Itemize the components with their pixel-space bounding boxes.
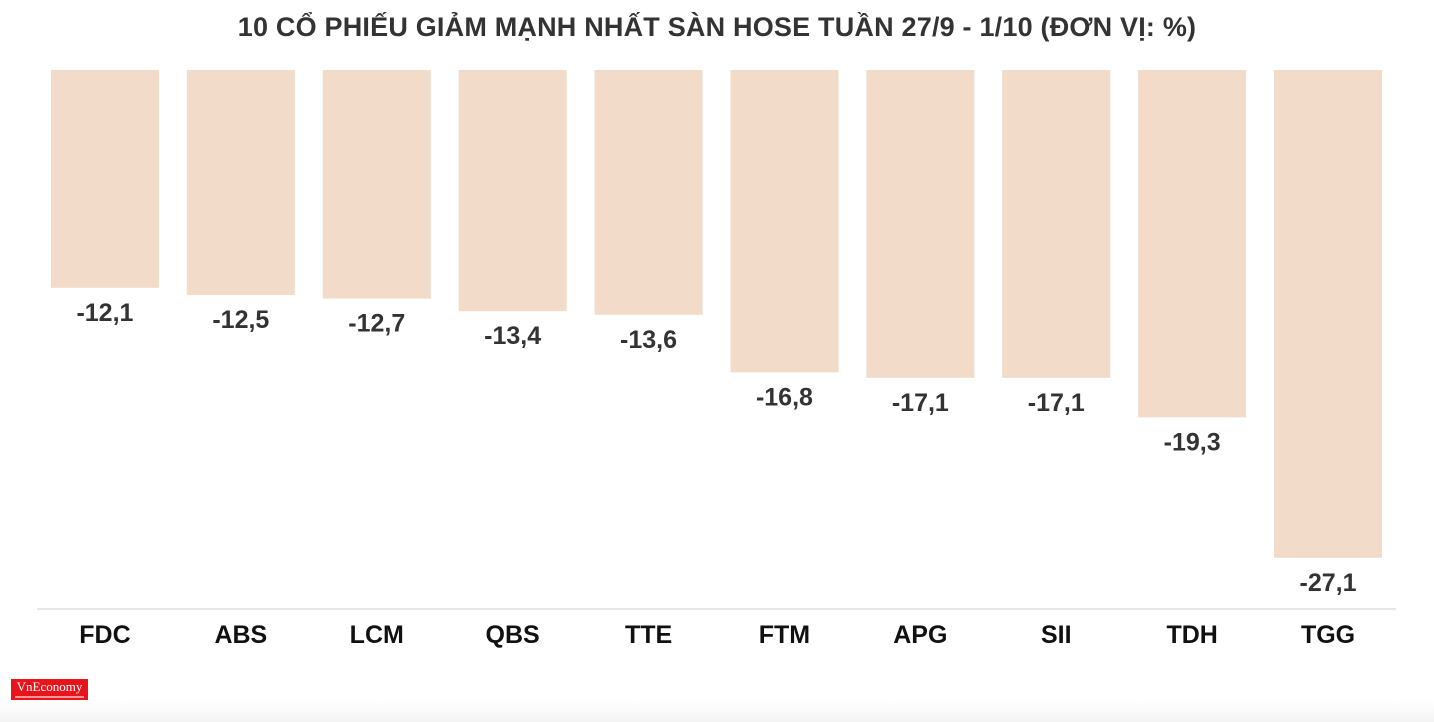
x-tick-apg: APG: [893, 621, 947, 649]
bar-fdc: [50, 70, 159, 288]
bar-ftm: [730, 70, 839, 373]
x-tick-abs: ABS: [214, 621, 267, 649]
bar-tte: [594, 70, 703, 315]
data-label-tte: -13,6: [620, 326, 677, 354]
data-label-qbs: -13,4: [484, 322, 541, 350]
data-label-ftm: -16,8: [756, 383, 813, 411]
bar-qbs: [458, 70, 567, 312]
x-tick-fdc: FDC: [79, 621, 130, 649]
x-tick-tte: TTE: [625, 621, 672, 649]
data-label-abs: -12,5: [212, 306, 269, 334]
x-tick-sii: SII: [1041, 621, 1072, 649]
logo-text: VnEconomy: [16, 679, 83, 694]
bar-lcm: [322, 70, 431, 299]
bar-abs: [186, 70, 295, 295]
x-tick-tgg: TGG: [1301, 621, 1355, 649]
footer-fade: [0, 700, 1434, 722]
x-tick-lcm: LCM: [350, 621, 404, 649]
x-tick-ftm: FTM: [759, 621, 810, 649]
bar-sii: [1002, 70, 1111, 378]
data-label-tgg: -27,1: [1300, 569, 1357, 597]
chart-title: 10 CỔ PHIẾU GIẢM MẠNH NHẤT SÀN HOSE TUẦN…: [237, 12, 1197, 42]
bar-tdh: [1138, 70, 1247, 418]
data-label-fdc: -12,1: [76, 299, 133, 327]
bar-apg: [866, 70, 975, 378]
data-label-apg: -17,1: [892, 389, 949, 417]
vneconomy-logo: VnEconomy: [11, 679, 88, 702]
data-label-tdh: -19,3: [1164, 428, 1221, 456]
data-label-sii: -17,1: [1028, 389, 1085, 417]
bar-tgg: [1274, 70, 1383, 558]
x-tick-qbs: QBS: [486, 621, 540, 649]
labels-layer: -12,1 FDC -12,5 ABS -12,7 LCM -13,4 QBS -13,6 TTE…: [76, 299, 1356, 649]
bars-layer: [50, 70, 1383, 558]
logo-tagline: [15, 696, 84, 698]
x-tick-tdh: TDH: [1166, 621, 1217, 649]
data-label-lcm: -12,7: [348, 310, 405, 338]
